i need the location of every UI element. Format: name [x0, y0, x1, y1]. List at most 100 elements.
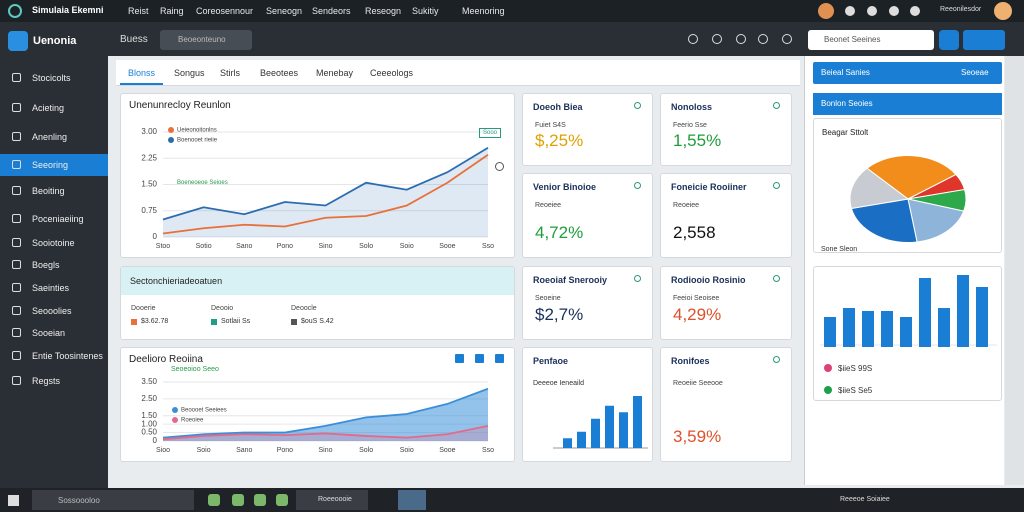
tab[interactable]: Beeotees — [260, 68, 299, 78]
tool-icon[interactable] — [712, 34, 722, 44]
start[interactable] — [8, 495, 19, 506]
task-search[interactable]: Sossoooloo — [32, 490, 194, 510]
nav-item[interactable]: Seeoring — [0, 154, 108, 176]
panel-header — [813, 93, 1002, 115]
top-icon[interactable] — [845, 6, 855, 16]
legend-label: Beoooet Seeiees — [181, 408, 227, 414]
menu-item[interactable]: Meenoring — [462, 6, 505, 16]
info-value: Sotlaii Ss — [221, 318, 251, 325]
x-tick-label: Sano — [236, 447, 252, 454]
kpi-icon[interactable] — [634, 182, 641, 189]
task-icon[interactable] — [276, 494, 288, 506]
kpi-icon[interactable] — [773, 102, 780, 109]
logo — [8, 4, 22, 18]
menu-item[interactable]: Reist — [128, 6, 149, 16]
bar — [976, 287, 988, 347]
tab[interactable]: Ceeeologs — [370, 68, 414, 78]
nav-item[interactable]: Acieting — [0, 97, 108, 119]
card-icon[interactable] — [495, 162, 504, 171]
info-value: $ouS S.42 — [301, 318, 334, 325]
kpi-sub: Feeioi Seoisee — [673, 295, 720, 302]
nav-item[interactable]: Entie Toosintenes — [0, 345, 108, 367]
tool-icon[interactable] — [758, 34, 768, 44]
kpi-value: 3,59% — [673, 427, 722, 446]
avatar[interactable] — [818, 3, 834, 19]
bar — [900, 317, 912, 347]
top-bar: Simulaia Ekemni Reist Raing Coreosennour Sen… — [0, 0, 1024, 22]
bar — [843, 308, 855, 347]
chart-title: Unenunrecloy Reunlon — [129, 100, 231, 111]
task-icon[interactable] — [208, 494, 220, 506]
kpi-icon[interactable] — [773, 275, 780, 282]
nav-item[interactable]: Boegls — [0, 254, 108, 276]
search-box[interactable]: Beoeonteuno — [160, 30, 252, 50]
nav-item[interactable]: Beoiting — [0, 180, 108, 202]
menu-item[interactable]: Sendeors — [312, 6, 351, 16]
kpi-icon[interactable] — [773, 182, 780, 189]
kpi-card: Foneicie Rooiiner Reoeiee 2,558 — [660, 173, 792, 258]
blue-button[interactable] — [939, 30, 959, 50]
nav-item[interactable]: Sooiotoine — [0, 232, 108, 254]
bar-subtitle: Deeeoe Ieneaild — [533, 380, 584, 387]
task-icon[interactable] — [232, 494, 244, 506]
card-icon[interactable] — [455, 354, 464, 363]
nav-item[interactable]: Regsts — [0, 370, 108, 392]
search-box[interactable]: Beonet Seeines — [808, 30, 934, 50]
menu-item[interactable]: Seneogn — [266, 6, 303, 16]
bar-card: Penfaoe Deeeoe Ieneaild — [522, 347, 653, 462]
kpi-icon[interactable] — [773, 356, 780, 363]
blue-button[interactable] — [963, 30, 1005, 50]
nav-label: Poceniaeiing — [32, 214, 84, 224]
bar — [591, 418, 600, 448]
tool-icon[interactable] — [782, 34, 792, 44]
nav-item[interactable]: Stocicolts — [0, 67, 108, 89]
menu-item[interactable]: Coreosennour — [196, 6, 254, 16]
kpi-value: 4,72% — [535, 223, 584, 242]
task-icon[interactable] — [254, 494, 266, 506]
x-tick-label: Sioo — [156, 447, 170, 454]
top-icon[interactable] — [910, 6, 920, 16]
nav-icon — [12, 328, 21, 337]
nav-item[interactable]: Sooeian — [0, 322, 108, 344]
bar — [862, 311, 874, 347]
kpi-icon[interactable] — [634, 102, 641, 109]
y-tick-label: 0.75 — [141, 206, 157, 215]
x-tick-label: Pono — [277, 243, 293, 250]
x-tick-label: Solo — [359, 243, 373, 250]
card-icon[interactable] — [475, 354, 484, 363]
tool-icon[interactable] — [688, 34, 698, 44]
top-icon[interactable] — [889, 6, 899, 16]
tab[interactable]: Menebay — [316, 68, 354, 78]
card-icon[interactable] — [495, 354, 504, 363]
x-tick-label: Solo — [359, 447, 373, 454]
tool-icon[interactable] — [736, 34, 746, 44]
tab[interactable]: Blonss — [120, 60, 164, 85]
nav-item[interactable]: Anenling — [0, 126, 108, 148]
bar — [619, 412, 628, 448]
nav-label: Entie Toosintenes — [32, 351, 103, 361]
chart-note: Boeneoeoe Seioes — [177, 180, 228, 186]
nav-item[interactable]: Saeinties — [0, 277, 108, 299]
nav-icon — [12, 160, 21, 169]
nav-item[interactable]: Seooolies — [0, 300, 108, 322]
task-app[interactable]: Roeeoooie — [296, 490, 368, 510]
app-name: Simulaia Ekemni — [32, 5, 104, 15]
avatar[interactable] — [994, 2, 1012, 20]
menu-item[interactable]: Sukitiy — [412, 6, 439, 16]
y-tick-label: 2.50 — [141, 394, 157, 403]
nav-label: Boegls — [32, 260, 60, 270]
menu-item[interactable]: Reseogn — [365, 6, 402, 16]
kpi-title: Doeoh Biea — [533, 102, 583, 112]
tab[interactable]: Stirls — [220, 68, 240, 78]
tab[interactable]: Songus — [174, 68, 205, 78]
sidebar: Uenonia Stocicolts Acieting Anenling Seeorin… — [0, 22, 108, 488]
top-icon[interactable] — [867, 6, 877, 16]
nav-item[interactable]: Poceniaeiing — [0, 208, 108, 230]
task-icon[interactable] — [398, 490, 426, 510]
menu-item[interactable]: Raing — [160, 6, 184, 16]
panel-action[interactable]: Seoeae — [961, 68, 989, 77]
nav-icon — [12, 238, 21, 247]
x-tick-label: Stoo — [156, 243, 171, 250]
kpi-icon[interactable] — [634, 275, 641, 282]
